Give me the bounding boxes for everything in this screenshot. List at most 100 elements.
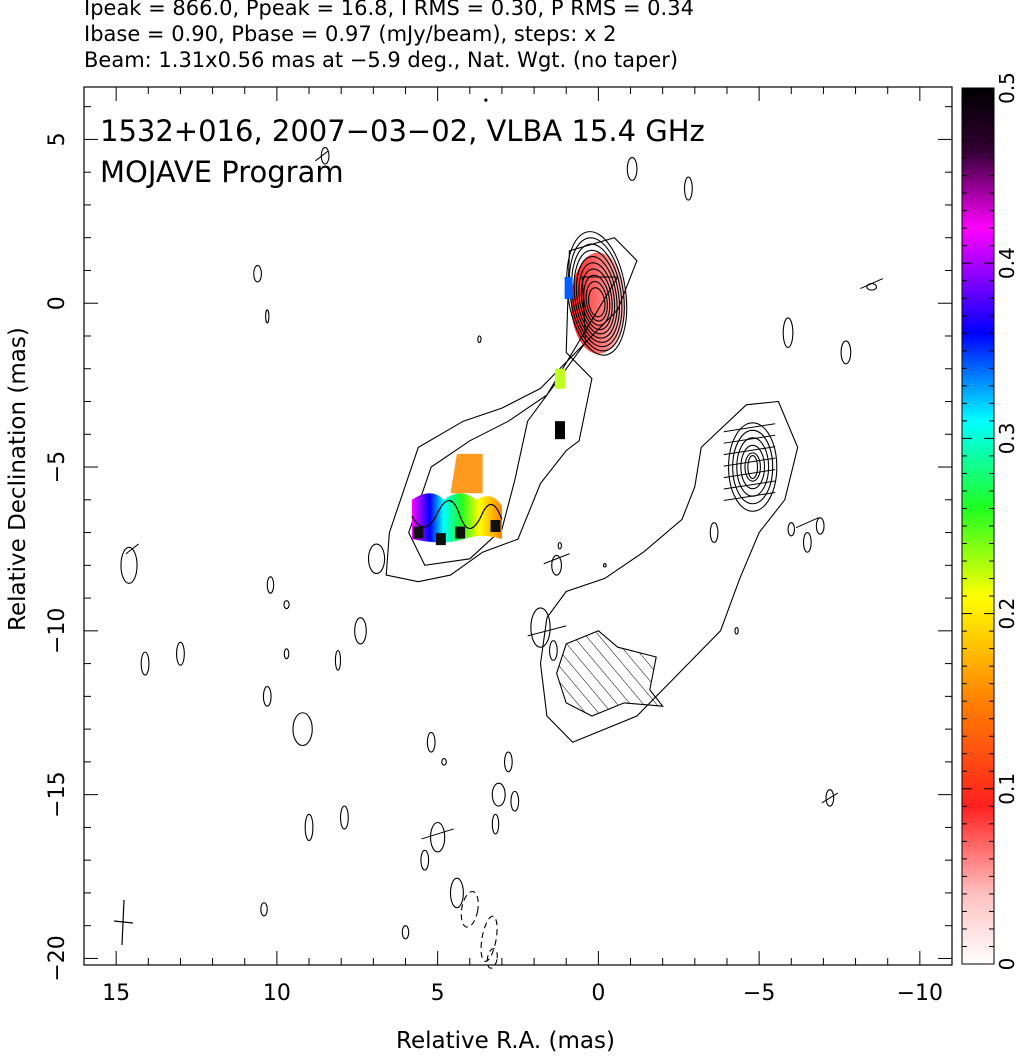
polarization-vector: [860, 278, 884, 290]
noise-contour: [401, 925, 410, 940]
noise-contour: [626, 156, 638, 181]
x-tick-label: 5: [431, 981, 445, 1006]
core-contour: [585, 280, 608, 322]
noise-contour: [367, 543, 386, 575]
negative-contour: [460, 890, 479, 928]
noise-contour: [477, 335, 482, 344]
polarization-vector: [795, 517, 819, 529]
polarization-vector: [723, 480, 776, 490]
x-axis: 15 10 5 0 −5 −10: [102, 87, 943, 1006]
y-axis: 5 0 −5 −10 −15 −20: [45, 106, 952, 982]
noise-contour: [802, 532, 812, 553]
knot-contour: [411, 500, 503, 530]
jet-knot-polarization: [411, 493, 502, 543]
noise-point: [484, 98, 488, 102]
noise-contour: [120, 546, 138, 584]
header-line-1: Ipeak = 866.0, Ppeak = 16.8, I RMS = 0.3…: [84, 0, 694, 20]
polarization-vector: [421, 828, 454, 840]
noise-contour: [283, 648, 290, 660]
noise-contour: [176, 641, 185, 666]
colorbar-tick-label: 0.2: [995, 598, 1019, 630]
jet-knot-polarization: [450, 453, 483, 494]
noise-contour: [840, 340, 852, 365]
noise-contour: [292, 712, 313, 747]
noise-contour: [253, 264, 263, 283]
noise-contour: [260, 902, 268, 917]
header-line-2: Ibase = 0.90, Pbase = 0.97 (mJy/beam), s…: [84, 22, 617, 46]
core-contour: [583, 274, 611, 326]
noise-contour: [265, 309, 270, 324]
polarization-vector: [821, 792, 839, 804]
noise-contour: [602, 563, 607, 568]
jet-outer-contour: [385, 237, 638, 583]
noise-contour: [709, 522, 719, 543]
polarization-vector: [723, 423, 776, 433]
eastern-component-contour: [732, 429, 774, 505]
polarization-vector: [723, 492, 776, 502]
polarization-vector: [723, 457, 776, 467]
eastern-component-contour: [728, 422, 778, 512]
polarization-patch: [554, 368, 565, 389]
noise-contour: [430, 821, 446, 853]
polarization-vector: [527, 625, 567, 637]
noise-contour: [339, 805, 349, 830]
noise-contour: [510, 790, 520, 812]
noise-contour: [449, 877, 464, 909]
noise-contour: [491, 813, 500, 835]
noise-contour: [557, 541, 562, 550]
polarization-vector: [723, 434, 776, 444]
core-contour: [571, 243, 623, 348]
x-axis-label: Relative R.A. (mas): [396, 1028, 615, 1054]
y-tick-label: 0: [45, 296, 70, 310]
noise-contour: [304, 813, 314, 842]
polarization-vector: [723, 446, 776, 456]
eastern-component-contour: [740, 444, 766, 490]
lower-extended-polarization: [556, 630, 664, 717]
noise-contour: [283, 600, 290, 610]
header-line-3: Beam: 1.31x0.56 mas at −5.9 deg., Nat. W…: [84, 48, 679, 72]
lower-jet-contour: [539, 400, 799, 743]
x-tick-label: 0: [591, 981, 605, 1006]
x-tick-label: 15: [102, 981, 130, 1006]
noise-contour: [551, 554, 562, 576]
noise-contour: [683, 176, 693, 201]
noise-contour: [426, 731, 436, 753]
plot-frame: [83, 86, 953, 966]
y-tick-label: −10: [45, 608, 70, 654]
y-tick-label: −20: [45, 935, 70, 981]
polarization-peak: [435, 533, 446, 546]
noise-contour: [503, 751, 513, 773]
negative-contour: [480, 915, 498, 962]
polarization-vector: [315, 150, 329, 162]
y-tick-label: 5: [45, 132, 70, 146]
plot-subtitle: MOJAVE Program: [100, 155, 344, 189]
noise-contour: [787, 522, 796, 537]
noise-contour: [441, 758, 447, 766]
y-tick-label: −15: [45, 771, 70, 817]
core-contour: [573, 249, 621, 343]
polarization-peak: [455, 526, 466, 539]
core-contour: [575, 256, 618, 339]
polarization-vector: [125, 543, 139, 555]
noise-contour: [825, 789, 835, 807]
noise-contour: [530, 607, 551, 648]
polarization-patch: [564, 277, 573, 300]
colorbar-tick-label: 0.4: [995, 247, 1019, 279]
noise-contour: [548, 640, 558, 661]
colorbar-tick-label: 0.5: [995, 72, 1019, 104]
x-tick-label: −5: [743, 981, 775, 1006]
negative-contour: [486, 948, 498, 969]
colorbar-axis: 0 0.1 0.2 0.3 0.4 0.5: [962, 72, 1019, 970]
beam-marker: [113, 899, 134, 946]
contour-map: [120, 98, 884, 969]
core-contour: [588, 287, 606, 318]
polarization-vector: [723, 469, 776, 479]
plot-title: 1532+016, 2007−03−02, VLBA 15.4 GHz: [100, 114, 705, 148]
eastern-component-contour: [747, 455, 759, 480]
noise-contour: [782, 317, 794, 349]
colorbar-tick-label: 0.1: [995, 773, 1019, 805]
colorbar-tick-label: 0.3: [995, 422, 1019, 454]
colorbar-tick-label: 0: [995, 958, 1019, 971]
noise-contour: [354, 617, 367, 645]
